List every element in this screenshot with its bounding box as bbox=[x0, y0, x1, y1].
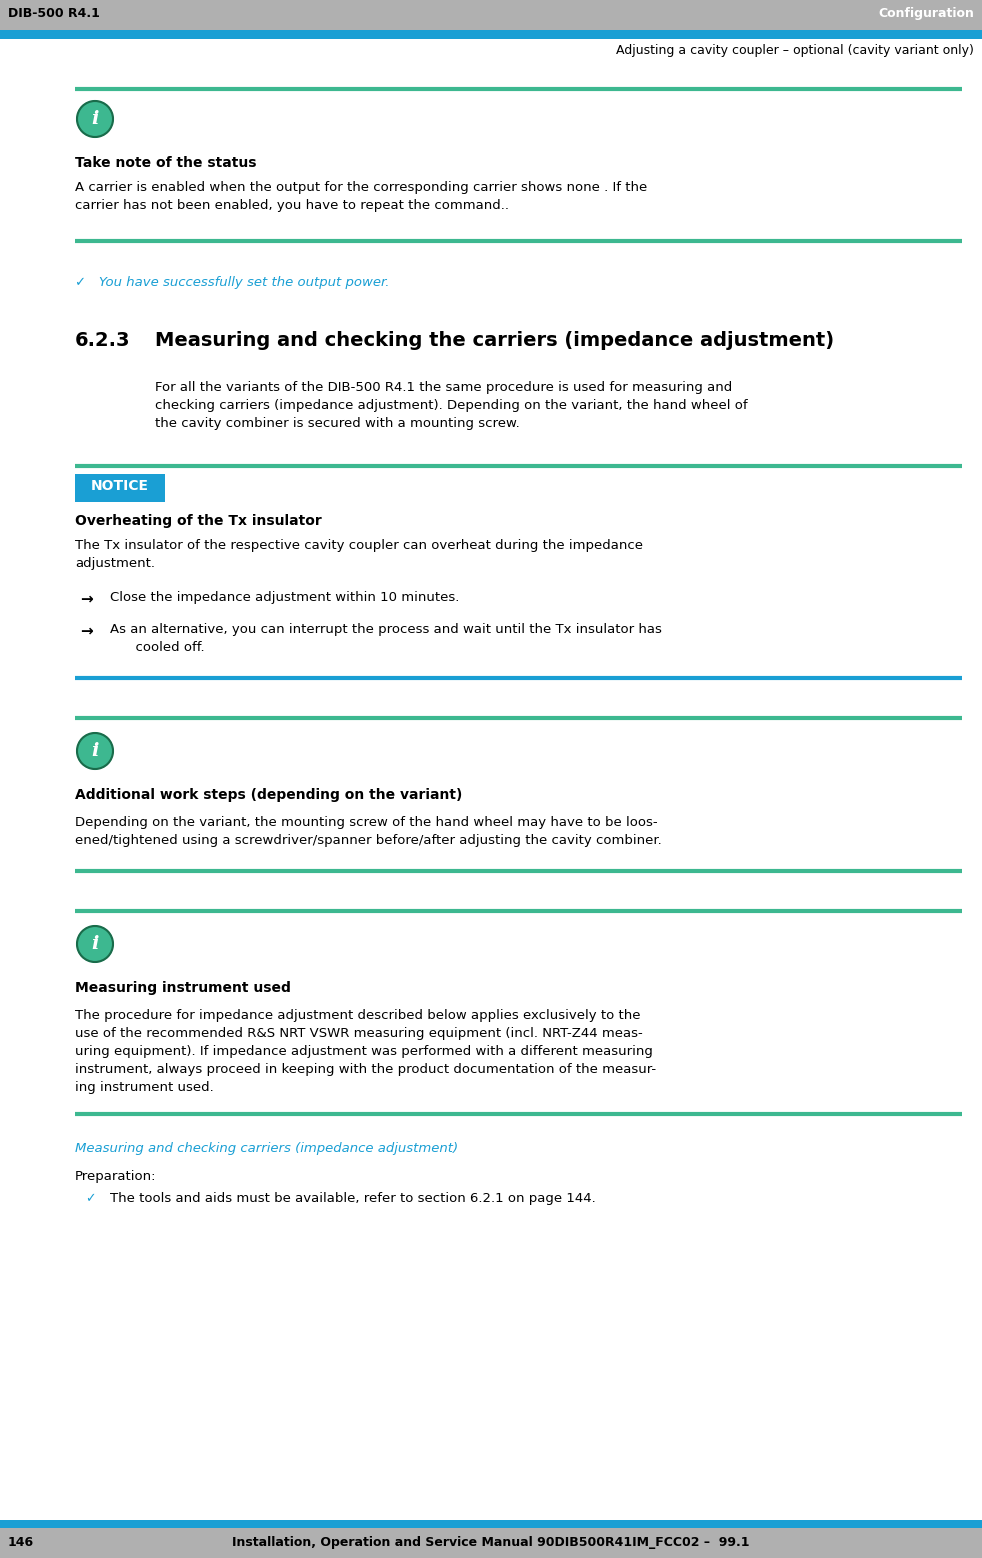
Text: Measuring instrument used: Measuring instrument used bbox=[75, 982, 291, 996]
Text: i: i bbox=[91, 742, 98, 760]
Text: Configuration: Configuration bbox=[878, 6, 974, 20]
Text: i: i bbox=[91, 935, 98, 953]
Text: 6.2.3: 6.2.3 bbox=[75, 330, 131, 351]
Text: ✓: ✓ bbox=[85, 1192, 95, 1204]
Text: As an alternative, you can interrupt the process and wait until the Tx insulator: As an alternative, you can interrupt the… bbox=[110, 623, 662, 654]
FancyBboxPatch shape bbox=[0, 30, 982, 39]
Text: Take note of the status: Take note of the status bbox=[75, 156, 256, 170]
FancyBboxPatch shape bbox=[0, 1521, 982, 1528]
Text: Depending on the variant, the mounting screw of the hand wheel may have to be lo: Depending on the variant, the mounting s… bbox=[75, 816, 662, 848]
Text: i: i bbox=[91, 111, 98, 128]
Text: Additional work steps (depending on the variant): Additional work steps (depending on the … bbox=[75, 788, 463, 802]
Text: Measuring and checking the carriers (impedance adjustment): Measuring and checking the carriers (imp… bbox=[155, 330, 834, 351]
Text: NOTICE: NOTICE bbox=[91, 478, 149, 492]
Text: The Tx insulator of the respective cavity coupler can overheat during the impeda: The Tx insulator of the respective cavit… bbox=[75, 539, 643, 570]
Circle shape bbox=[77, 732, 113, 770]
FancyBboxPatch shape bbox=[75, 474, 165, 502]
Text: Measuring and checking carriers (impedance adjustment): Measuring and checking carriers (impedan… bbox=[75, 1142, 459, 1154]
Text: Adjusting a cavity coupler – optional (cavity variant only): Adjusting a cavity coupler – optional (c… bbox=[616, 44, 974, 58]
Text: DIB-500 R4.1: DIB-500 R4.1 bbox=[8, 6, 100, 20]
Circle shape bbox=[77, 101, 113, 137]
Text: The tools and aids must be available, refer to section 6.2.1 on page 144.: The tools and aids must be available, re… bbox=[110, 1192, 596, 1204]
Text: Close the impedance adjustment within 10 minutes.: Close the impedance adjustment within 10… bbox=[110, 590, 460, 605]
FancyBboxPatch shape bbox=[0, 1528, 982, 1558]
Text: ✓   You have successfully set the output power.: ✓ You have successfully set the output p… bbox=[75, 276, 390, 288]
Text: 146: 146 bbox=[8, 1536, 34, 1549]
Text: Installation, Operation and Service Manual 90DIB500R41IM_FCC02 –  99.1: Installation, Operation and Service Manu… bbox=[233, 1536, 749, 1549]
Text: The procedure for impedance adjustment described below applies exclusively to th: The procedure for impedance adjustment d… bbox=[75, 1010, 656, 1094]
FancyBboxPatch shape bbox=[0, 0, 982, 30]
Text: Preparation:: Preparation: bbox=[75, 1170, 156, 1183]
Text: A carrier is enabled when the output for the corresponding carrier shows none . : A carrier is enabled when the output for… bbox=[75, 181, 647, 212]
Text: →: → bbox=[80, 590, 92, 606]
Text: Overheating of the Tx insulator: Overheating of the Tx insulator bbox=[75, 514, 322, 528]
Text: →: → bbox=[80, 623, 92, 637]
Circle shape bbox=[77, 925, 113, 961]
Text: For all the variants of the DIB-500 R4.1 the same procedure is used for measurin: For all the variants of the DIB-500 R4.1… bbox=[155, 382, 747, 430]
